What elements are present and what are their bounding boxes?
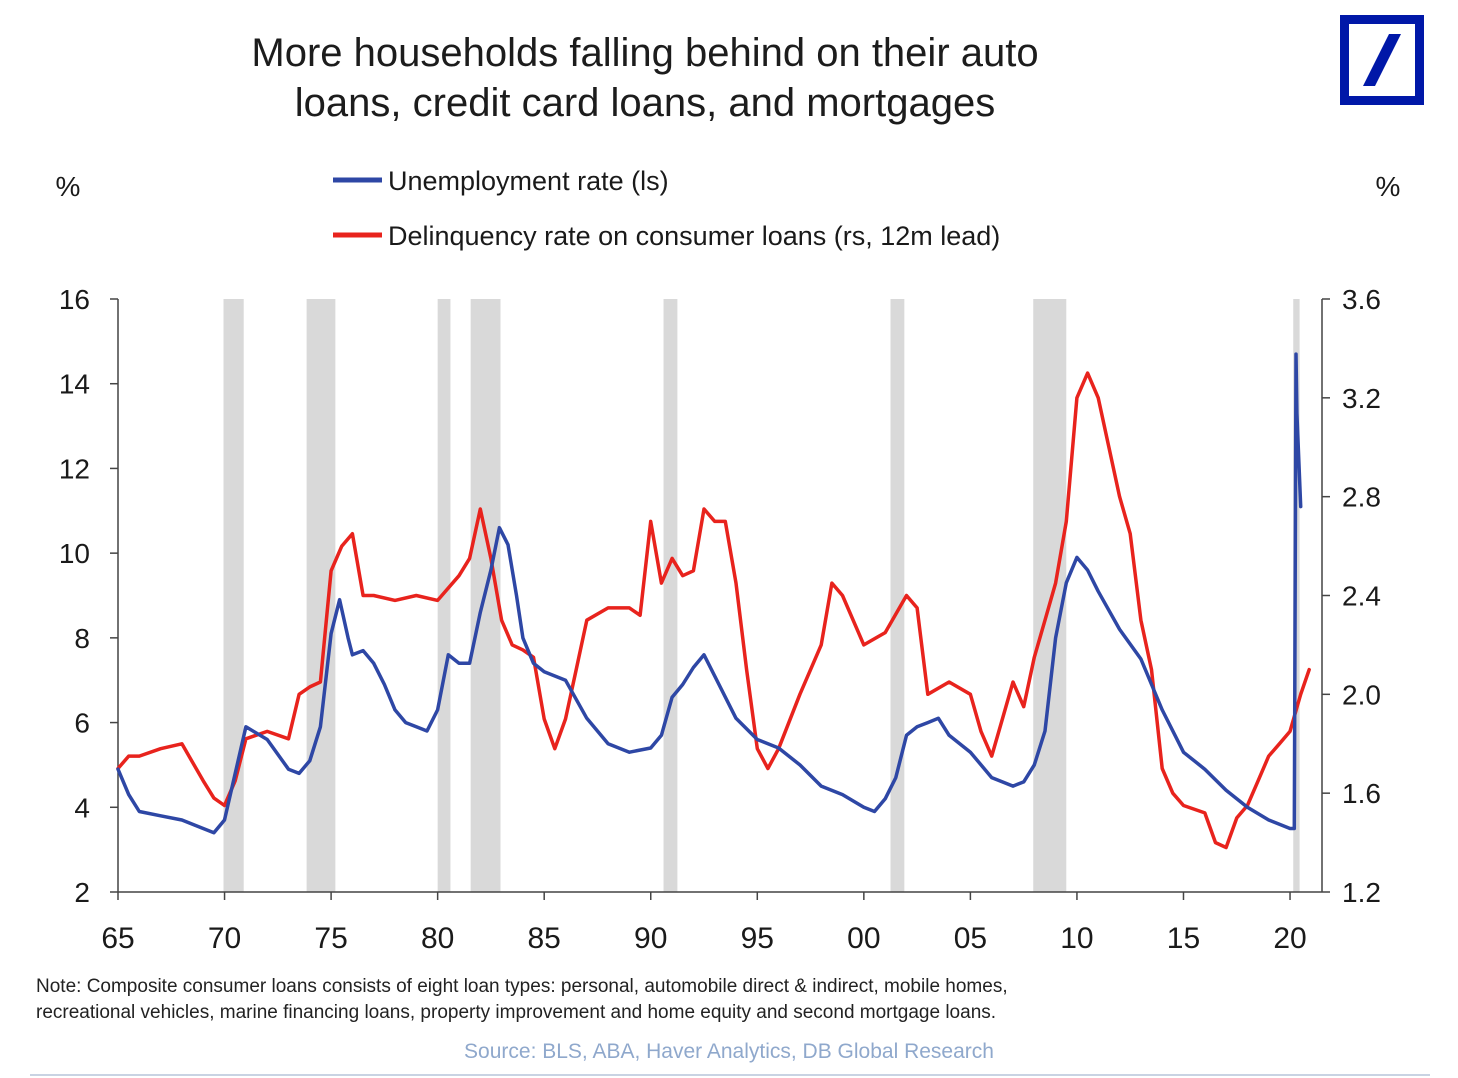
x-tick-label: 70 [208, 922, 241, 955]
x-tick-label: 05 [954, 922, 987, 955]
recession-band [306, 299, 336, 892]
left-tick-label: 4 [74, 792, 90, 823]
left-tick-label: 14 [59, 369, 90, 400]
x-tick-label: 20 [1273, 922, 1306, 955]
left-tick-label: 10 [59, 538, 90, 569]
series-lines [116, 352, 1311, 850]
title-line-1: More households falling behind on their … [251, 31, 1039, 75]
legend-label-delinquency: Delinquency rate on consumer loans (rs, … [388, 221, 1000, 251]
chart-axes: 2 4 6 8 10 12 14 16 1.2 1.6 2.0 2.4 2.8 3.2 3.6 65 70 75 8… [56, 171, 1401, 955]
right-tick-label: 2.8 [1342, 482, 1381, 513]
right-tick-label: 1.2 [1342, 877, 1381, 908]
legend: Unemployment rate (ls) Delinquency rate o… [333, 166, 1000, 251]
note-line-2: recreational vehicles, marine financing … [36, 1002, 997, 1023]
right-tick-label: 2.4 [1342, 581, 1381, 612]
right-tick-label: 3.6 [1342, 284, 1381, 315]
recession-band [1033, 299, 1067, 892]
left-tick-label: 8 [74, 623, 90, 654]
x-tick-label: 15 [1167, 922, 1200, 955]
right-tick-label: 1.6 [1342, 778, 1381, 809]
chart-note: Note: Composite consumer loans consists … [36, 974, 1426, 1026]
recession-band [663, 299, 678, 892]
x-tick-label: 95 [741, 922, 774, 955]
left-tick-label: 16 [59, 284, 90, 315]
x-tick-label: 80 [421, 922, 454, 955]
bottom-divider [30, 1074, 1430, 1076]
note-line-1: Note: Composite consumer loans consists … [36, 976, 1008, 997]
x-tick-label: 85 [528, 922, 561, 955]
title-line-2: loans, credit card loans, and mortgages [294, 81, 996, 125]
legend-label-unemployment: Unemployment rate (ls) [388, 166, 669, 196]
logo-slash-icon [1363, 34, 1401, 86]
right-axis-unit: % [1376, 171, 1401, 202]
left-axis-unit: % [56, 171, 81, 202]
unemployment-rate-line [116, 352, 1303, 835]
source-text: Source: BLS, ABA, Haver Analytics, DB Gl… [464, 1040, 994, 1063]
delinquency-rate-line [116, 371, 1311, 850]
x-tick-label: 75 [314, 922, 347, 955]
x-tick-label: 00 [847, 922, 880, 955]
left-tick-label: 12 [59, 453, 90, 484]
deutsche-bank-logo [1340, 15, 1424, 105]
right-tick-label: 3.2 [1342, 383, 1381, 414]
recession-band [890, 299, 905, 892]
x-tick-label: 65 [101, 922, 134, 955]
x-tick-label: 10 [1060, 922, 1093, 955]
chart-title: More households falling behind on their … [140, 28, 1150, 128]
left-tick-label: 2 [74, 877, 90, 908]
right-tick-label: 2.0 [1342, 679, 1381, 710]
recession-bands [223, 299, 1300, 892]
left-tick-label: 6 [74, 708, 90, 739]
x-tick-label: 90 [634, 922, 667, 955]
recession-band [223, 299, 244, 892]
